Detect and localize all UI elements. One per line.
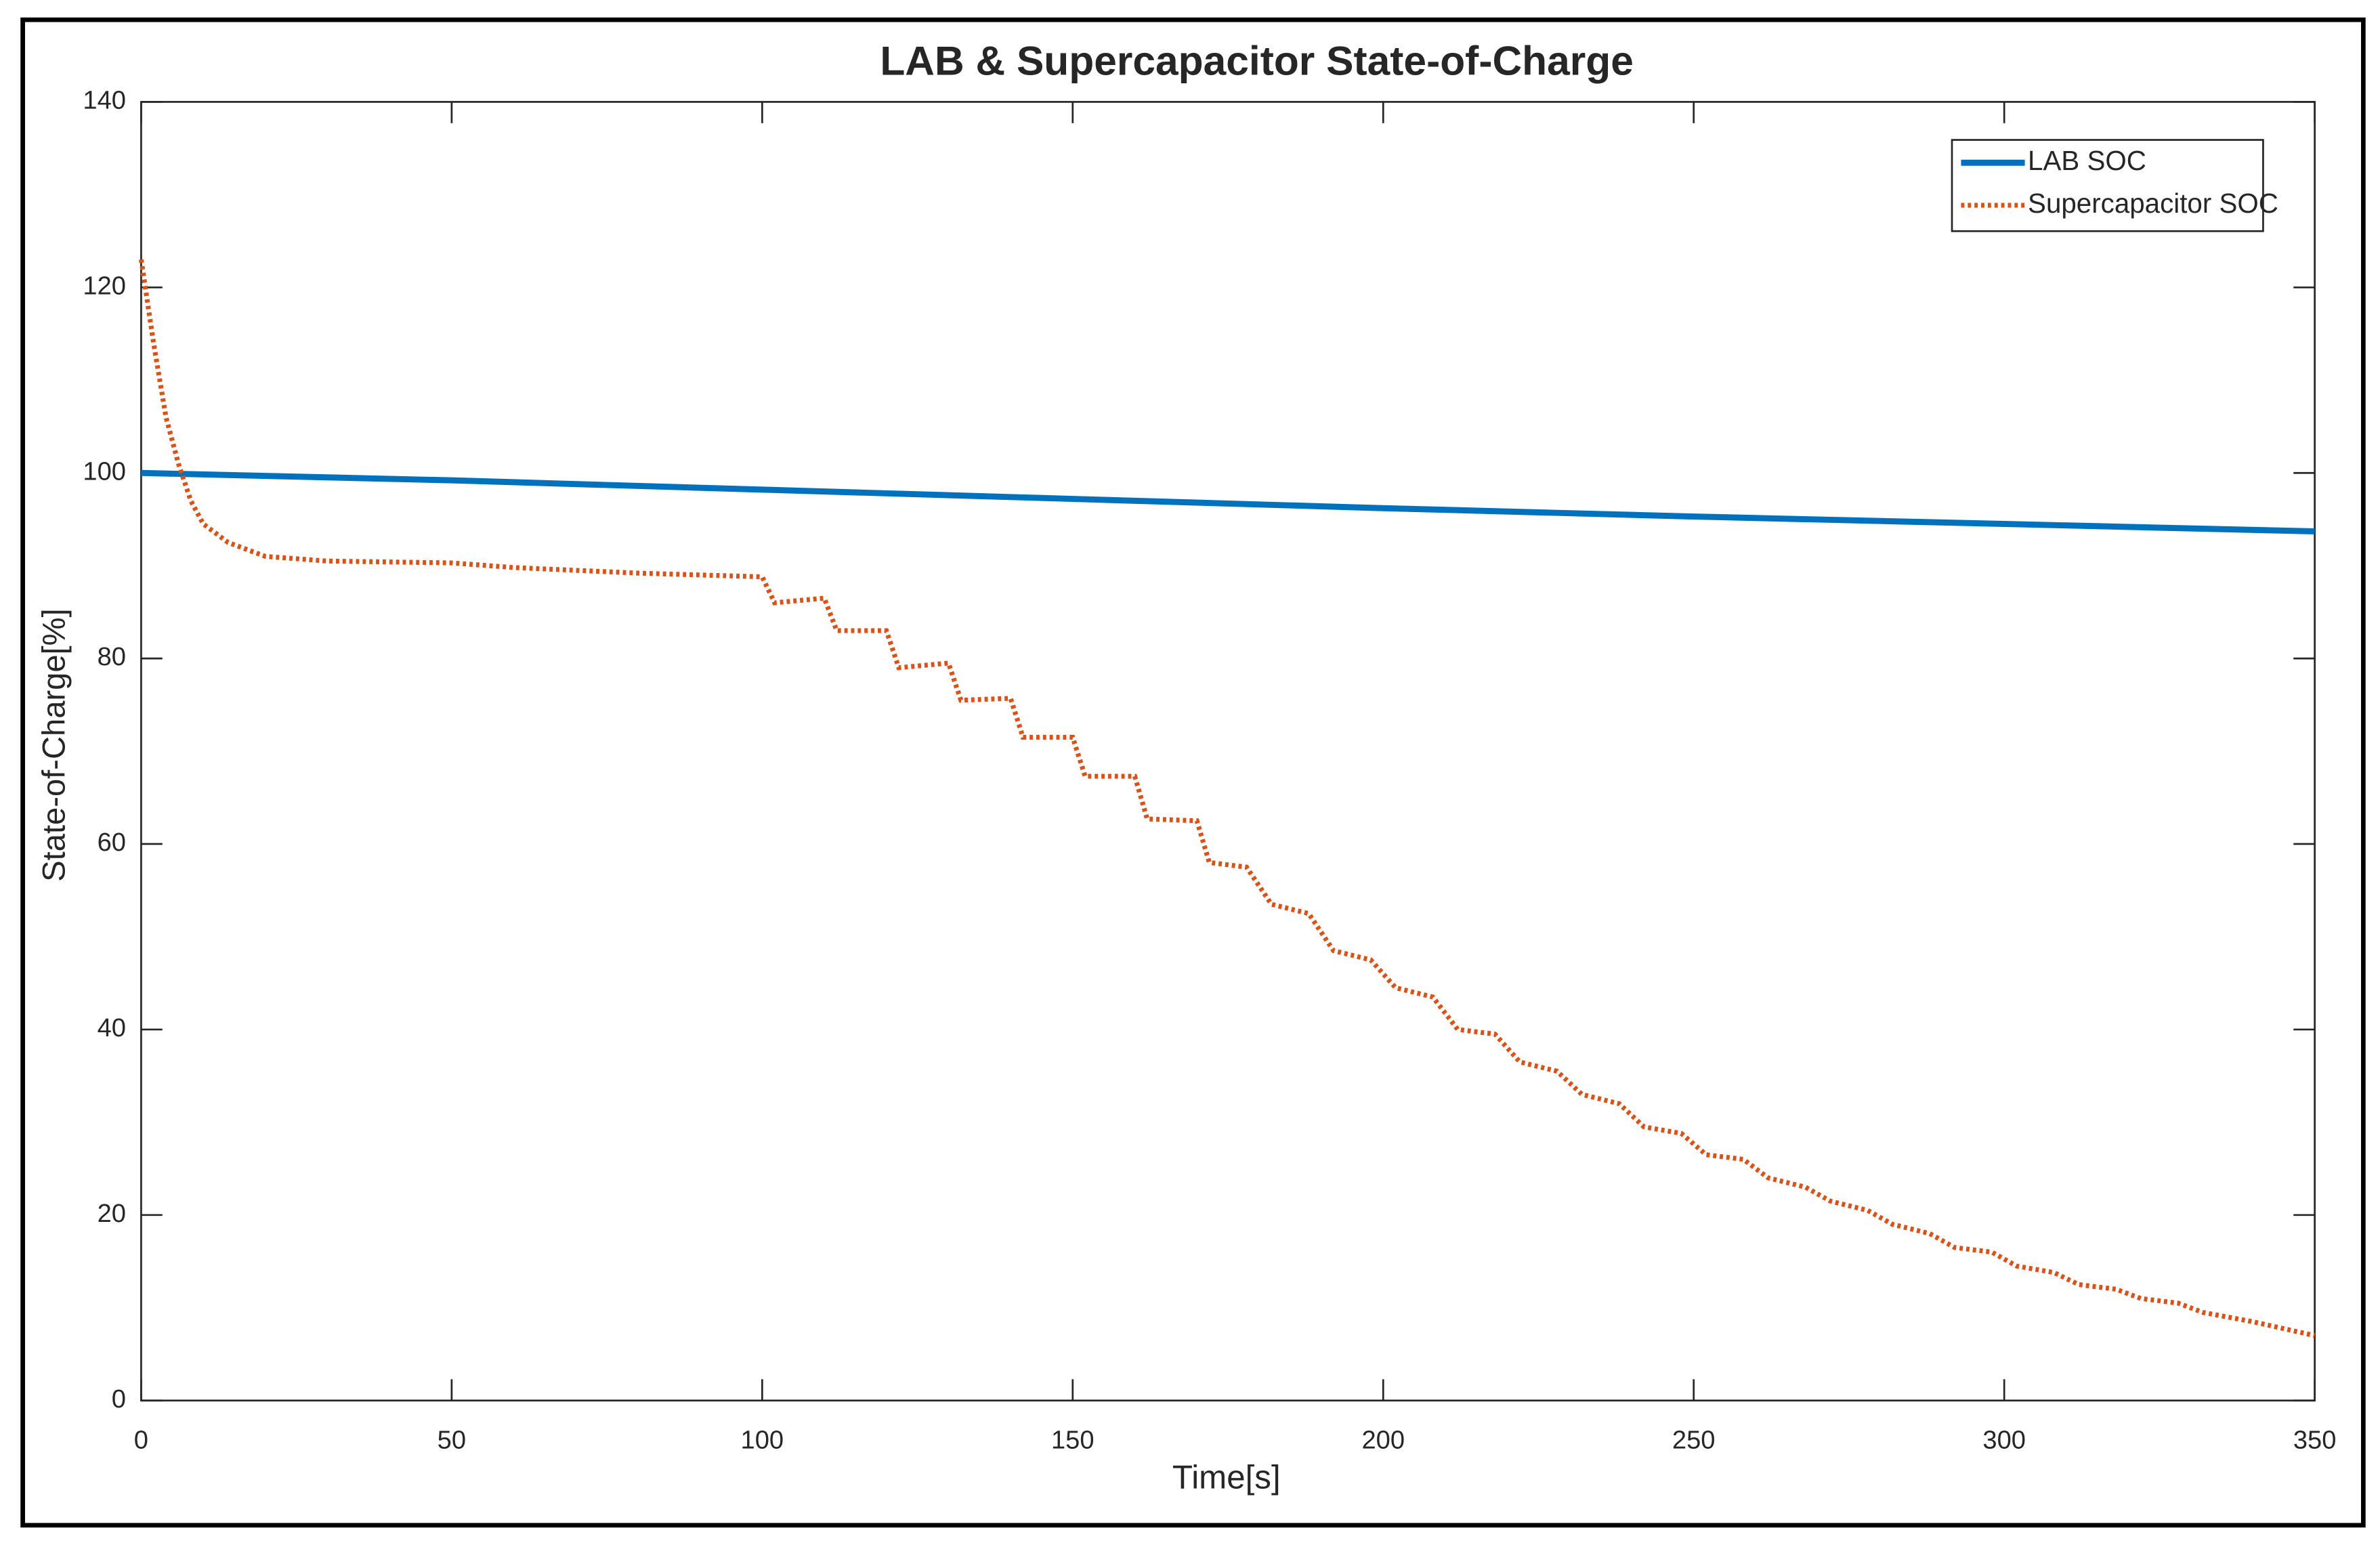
x-tick-label: 100 bbox=[741, 1425, 784, 1454]
x-tick-label: 200 bbox=[1361, 1425, 1405, 1454]
y-tick-label: 120 bbox=[83, 271, 126, 300]
x-axis-label: Time[s] bbox=[1172, 1458, 1281, 1496]
chart-title: LAB & Supercapacitor State-of-Charge bbox=[880, 37, 1634, 83]
series-line bbox=[141, 469, 2315, 534]
plot-area bbox=[140, 101, 2316, 1402]
y-tick-label: 0 bbox=[112, 1384, 126, 1414]
x-tick-label: 150 bbox=[1051, 1425, 1095, 1454]
y-tick-label: 60 bbox=[98, 828, 126, 857]
x-tick-label: 250 bbox=[1672, 1425, 1716, 1454]
y-tick-label: 80 bbox=[98, 642, 126, 671]
x-tick-label: 0 bbox=[134, 1425, 148, 1454]
legend-label: LAB SOC bbox=[2028, 145, 2146, 176]
y-tick-label: 40 bbox=[98, 1013, 126, 1042]
y-axis-label: State-of-Charge[%] bbox=[35, 608, 71, 881]
x-tick-label: 300 bbox=[1982, 1425, 2026, 1454]
legend-label: Supercapacitor SOC bbox=[2028, 188, 2278, 219]
x-tick-label: 350 bbox=[2293, 1425, 2337, 1454]
y-tick-label: 100 bbox=[83, 457, 126, 486]
x-tick-label: 50 bbox=[438, 1425, 466, 1454]
outer-frame bbox=[20, 17, 2366, 1528]
y-tick-label: 140 bbox=[83, 85, 126, 114]
legend-box bbox=[1951, 139, 2264, 232]
y-tick-label: 20 bbox=[98, 1199, 126, 1228]
